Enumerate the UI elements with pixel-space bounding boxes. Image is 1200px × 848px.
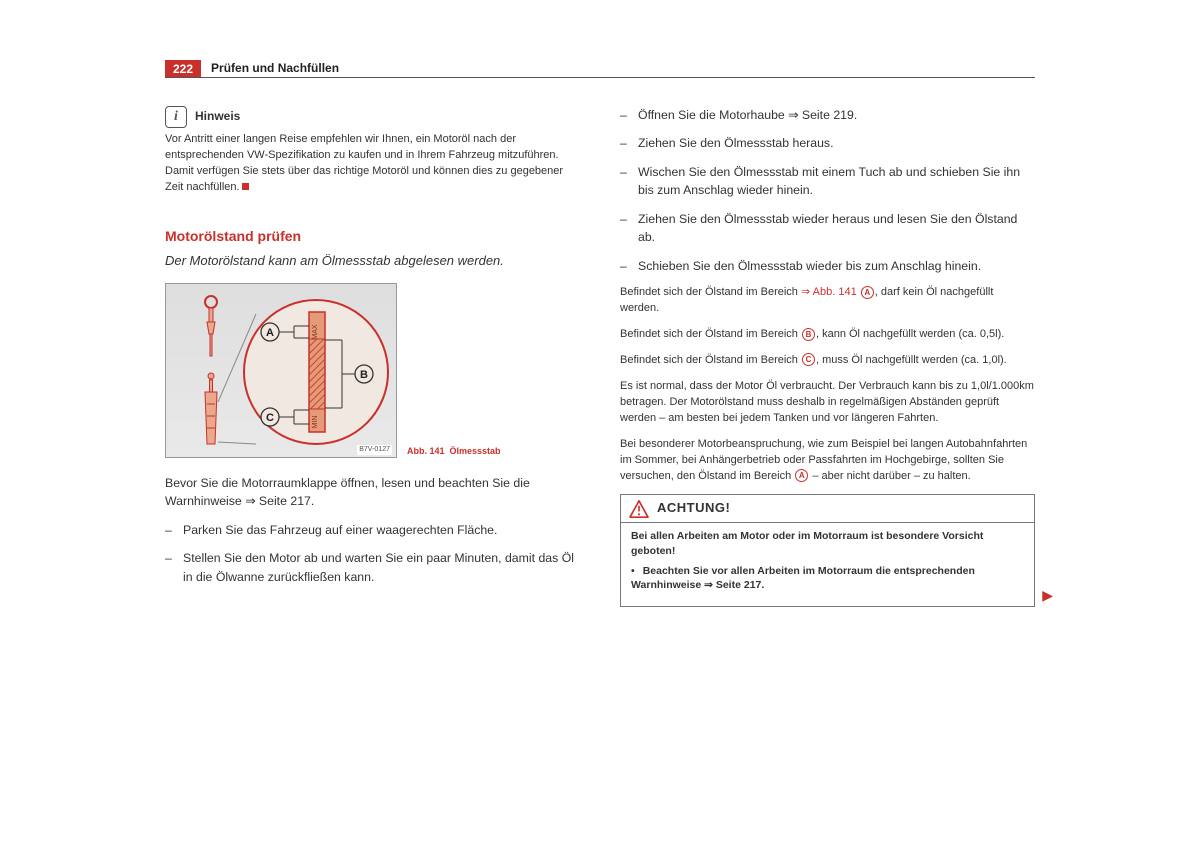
- info-icon: i: [165, 106, 187, 128]
- label-c-icon: C: [802, 353, 815, 366]
- left-intro-text: Bevor Sie die Motorraumklappe öffnen, le…: [165, 474, 580, 511]
- step-item: Schieben Sie den Ölmessstab wieder bis z…: [620, 257, 1035, 275]
- label-b-icon: B: [802, 328, 815, 341]
- page-header: 222 Prüfen und Nachfüllen: [165, 60, 1035, 78]
- svg-text:B: B: [360, 369, 368, 381]
- figure-reference-link: ⇒ Abb. 141: [801, 286, 857, 298]
- range-c-text: Befindet sich der Ölstand im Bereich C, …: [620, 353, 1035, 369]
- step-item: Ziehen Sie den Ölmessstab heraus.: [620, 134, 1035, 152]
- figure-caption-text: Ölmessstab: [450, 446, 501, 456]
- text-fragment: , kann Öl nachgefüllt werden (ca. 0,5l).: [816, 328, 1004, 340]
- warning-bullet: Beachten Sie vor allen Arbeiten im Motor…: [631, 564, 1024, 593]
- label-a-icon: A: [861, 286, 874, 299]
- dipstick-figure: MAX MIN A: [165, 283, 397, 458]
- right-step-list: Öffnen Sie die Motorhaube ⇒ Seite 219. Z…: [620, 106, 1035, 275]
- end-marker-icon: [242, 183, 249, 190]
- left-step-list: Parken Sie das Fahrzeug auf einer waager…: [165, 521, 580, 586]
- label-a-icon: A: [795, 469, 808, 482]
- svg-text:C: C: [266, 412, 274, 424]
- figure-caption-ref: Abb. 141: [407, 446, 445, 456]
- warning-title: ACHTUNG!: [657, 499, 730, 518]
- continuation-arrow-icon: ▶: [1042, 585, 1053, 605]
- dipstick-svg: MAX MIN A: [166, 284, 397, 458]
- section-subtitle: Der Motorölstand kann am Ölmessstab abge…: [165, 252, 580, 271]
- svg-text:MAX: MAX: [312, 324, 319, 340]
- note-text: Vor Antritt einer langen Reise empfehlen…: [165, 132, 580, 196]
- step-item: Ziehen Sie den Ölmessstab wieder heraus …: [620, 210, 1035, 247]
- right-column: Öffnen Sie die Motorhaube ⇒ Seite 219. Z…: [620, 106, 1035, 607]
- page-number-badge: 222: [165, 60, 201, 77]
- content-columns: i Hinweis Vor Antritt einer langen Reise…: [165, 106, 1035, 607]
- text-fragment: Befindet sich der Ölstand im Bereich: [620, 286, 801, 298]
- note-text-content: Vor Antritt einer langen Reise empfehlen…: [165, 133, 563, 193]
- special-load-text: Bei besonderer Motorbeanspruchung, wie z…: [620, 437, 1035, 485]
- step-item: Stellen Sie den Motor ab und warten Sie …: [165, 549, 580, 586]
- svg-text:A: A: [266, 327, 274, 339]
- step-item: Parken Sie das Fahrzeug auf einer waager…: [165, 521, 580, 539]
- warning-box: ACHTUNG! Bei allen Arbeiten am Motor ode…: [620, 494, 1035, 607]
- range-a-text: Befindet sich der Ölstand im Bereich ⇒ A…: [620, 285, 1035, 317]
- normal-consumption-text: Es ist normal, dass der Motor Öl verbrau…: [620, 379, 1035, 427]
- text-fragment: Befindet sich der Ölstand im Bereich: [620, 354, 801, 366]
- warning-header: ACHTUNG!: [621, 495, 1034, 523]
- warning-triangle-icon: [629, 500, 649, 518]
- text-fragment: – aber nicht darüber – zu halten.: [809, 470, 970, 482]
- text-fragment: Befindet sich der Ölstand im Bereich: [620, 328, 801, 340]
- step-item: Wischen Sie den Ölmessstab mit einem Tuc…: [620, 163, 1035, 200]
- note-label: Hinweis: [195, 108, 240, 125]
- figure-caption: Abb. 141 Ölmessstab: [407, 445, 501, 458]
- warning-body: Bei allen Arbeiten am Motor oder im Moto…: [621, 523, 1034, 606]
- figure-row: MAX MIN A: [165, 283, 580, 458]
- section-heading: Motorölstand prüfen: [165, 226, 580, 246]
- step-item: Öffnen Sie die Motorhaube ⇒ Seite 219.: [620, 106, 1035, 124]
- figure-code: B7V-0127: [357, 445, 392, 455]
- text-fragment: , muss Öl nachgefüllt werden (ca. 1,0l).: [816, 354, 1007, 366]
- manual-page: 222 Prüfen und Nachfüllen i Hinweis Vor …: [0, 0, 1200, 647]
- svg-text:MIN: MIN: [312, 415, 319, 428]
- note-header: i Hinweis: [165, 106, 580, 128]
- section-header-title: Prüfen und Nachfüllen: [211, 61, 339, 77]
- warning-line: Bei allen Arbeiten am Motor oder im Moto…: [631, 529, 1024, 558]
- range-b-text: Befindet sich der Ölstand im Bereich B, …: [620, 327, 1035, 343]
- left-column: i Hinweis Vor Antritt einer langen Reise…: [165, 106, 580, 607]
